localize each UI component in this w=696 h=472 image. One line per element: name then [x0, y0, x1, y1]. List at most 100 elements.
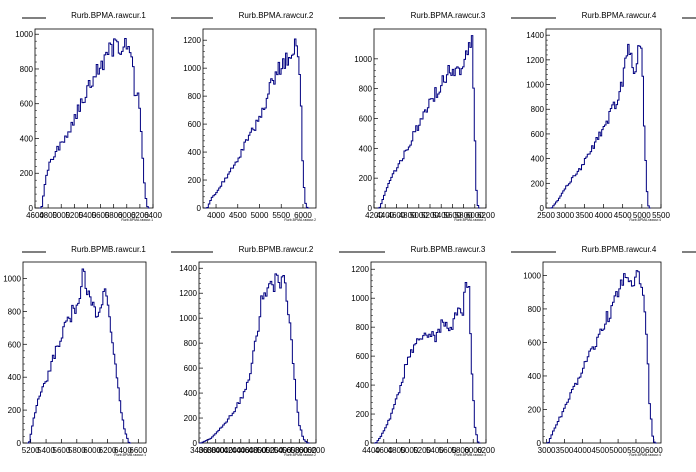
x-tick-label: 5800 [452, 446, 470, 455]
y-tick-label: 800 [20, 65, 34, 74]
y-tick-label: 1000 [354, 55, 372, 64]
x-tick-label: 4600 [240, 446, 258, 455]
chart-title: Rurb.BPMB.rawcur.1 [71, 245, 146, 254]
y-tick-label: 1200 [179, 289, 197, 298]
histogram-1: Rurb.BPMA.rawcur.1 0 200 400 600 800 1000 46004… [15, 10, 195, 222]
x-tick-label: 5400 [274, 446, 292, 455]
x-axis-title: Rurb.BPMB.rawcur.3 [454, 453, 486, 457]
y-tick-label: 600 [184, 364, 198, 373]
y-tick-label: 1000 [3, 274, 21, 283]
histogram-2: Rurb.BPMA.rawcur.2 0 200 400 600 800 1000 1200 4… [183, 10, 363, 222]
x-tick-label: 6400 [144, 211, 162, 220]
y-tick-label: 600 [528, 338, 542, 347]
x-axis-title: Rurb.BPMB.rawcur.1 [114, 453, 146, 457]
x-tick-label: 4800 [388, 446, 406, 455]
chart-title: Rurb.BPMB.rawcur.4 [582, 245, 657, 254]
y-tick-label: 200 [356, 410, 370, 419]
y-tick-label: 600 [531, 130, 545, 139]
x-tick-label: 3800 [207, 446, 225, 455]
x-axis-title: Rurb.BPMA.rawcur.2 [284, 218, 316, 222]
x-tick-label: 5000 [400, 446, 418, 455]
y-tick-label: 400 [8, 373, 22, 382]
x-tick-label: 5600 [53, 446, 71, 455]
y-tick-label: 0 [193, 439, 198, 448]
y-tick-label: 200 [8, 406, 22, 415]
histogram-3: Rurb.BPMA.rawcur.30200400600800100042004… [354, 10, 535, 222]
title-box: Rurb.BPMB.rawcur.2 [189, 244, 363, 254]
y-tick-label: 800 [359, 85, 373, 94]
x-tick-label: 4200 [224, 446, 242, 455]
title-box: Rurb.BPMA.rawcur.4 [532, 10, 696, 20]
x-axis-title: Rurb.BPMB.rawcur.2 [284, 453, 316, 457]
x-tick-label: 6400 [114, 446, 132, 455]
plot-frame [373, 28, 487, 209]
y-tick-label: 1200 [351, 265, 369, 274]
title-box: Rurb.BPMA.rawcur.1 [22, 10, 195, 20]
y-tick-label: 200 [184, 414, 198, 423]
title-box: Rurb.BPMB.rawcur.4 [532, 244, 696, 254]
y-tick-label: 1400 [179, 264, 197, 273]
x-tick-label: 4400 [376, 211, 394, 220]
x-tick-label: 5800 [105, 211, 123, 220]
x-tick-label: 6200 [307, 446, 325, 455]
chart-title: Rurb.BPMB.rawcur.3 [411, 245, 486, 254]
x-tick-label: 5600 [92, 211, 110, 220]
x-tick-label: 6000 [466, 211, 484, 220]
x-tick-label: 4800 [249, 446, 267, 455]
x-tick-label: 6200 [99, 446, 117, 455]
x-tick-label: 5800 [290, 446, 308, 455]
x-tick-label: 5000 [410, 211, 428, 220]
x-tick-label: 5400 [79, 211, 97, 220]
y-tick-label: 1000 [183, 64, 201, 73]
y-tick-label: 400 [184, 389, 198, 398]
y-tick-label: 600 [8, 340, 22, 349]
y-tick-label: 400 [356, 381, 370, 390]
x-tick-label: 3000 [538, 446, 556, 455]
x-tick-label: 6000 [645, 446, 663, 455]
x-tick-label: 4000 [215, 446, 233, 455]
y-tick-label: 1200 [183, 36, 201, 45]
x-tick-label: 5200 [22, 446, 40, 455]
x-tick-label: 4500 [591, 446, 609, 455]
x-tick-label: 6000 [464, 446, 482, 455]
plot-frame [34, 28, 154, 209]
x-tick-label: 4000 [595, 211, 613, 220]
x-tick-label: 5000 [251, 211, 269, 220]
y-tick-label: 200 [20, 169, 34, 178]
x-axis-title: Rurb.BPMB.rawcur.4 [629, 453, 661, 457]
x-tick-label: 6000 [83, 446, 101, 455]
x-tick-label: 5000 [633, 211, 651, 220]
histogram-step-line [374, 281, 481, 444]
x-tick-label: 4400 [362, 446, 380, 455]
x-tick-label: 3500 [575, 211, 593, 220]
x-tick-label: 5800 [68, 446, 86, 455]
x-tick-label: 3400 [190, 446, 208, 455]
x-tick-label: 6000 [299, 446, 317, 455]
x-tick-label: 5400 [426, 446, 444, 455]
y-tick-label: 200 [531, 179, 545, 188]
x-tick-label: 3600 [198, 446, 216, 455]
histogram-5: Rurb.BPMB.rawcur.10200400600800100052005… [3, 244, 195, 457]
x-tick-label: 5200 [65, 211, 83, 220]
x-tick-label: 6200 [131, 211, 149, 220]
chart-title: Rurb.BPMB.rawcur.2 [239, 245, 314, 254]
y-tick-label: 600 [20, 100, 34, 109]
plot-frame [22, 261, 147, 444]
chart-title: Rurb.BPMA.rawcur.1 [71, 11, 146, 20]
y-tick-label: 800 [531, 105, 545, 114]
x-tick-label: 5800 [455, 211, 473, 220]
y-tick-label: 1000 [15, 30, 33, 39]
histogram-step-line [198, 273, 310, 444]
title-box: Rurb.BPMB.rawcur.3 [361, 244, 535, 254]
x-tick-label: 5000 [609, 446, 627, 455]
x-tick-label: 4500 [614, 211, 632, 220]
x-axis-title: Rurb.BPMA.rawcur.3 [454, 218, 486, 222]
histogram-step-line [27, 268, 132, 444]
histogram-step-line [377, 35, 481, 209]
y-tick-label: 400 [20, 134, 34, 143]
y-tick-label: 1000 [526, 81, 544, 90]
x-tick-label: 4000 [207, 211, 225, 220]
x-tick-label: 4500 [229, 211, 247, 220]
histogram-7: Rurb.BPMB.rawcur.3 0 200 400 600 800 1000 1200 4… [351, 244, 535, 457]
